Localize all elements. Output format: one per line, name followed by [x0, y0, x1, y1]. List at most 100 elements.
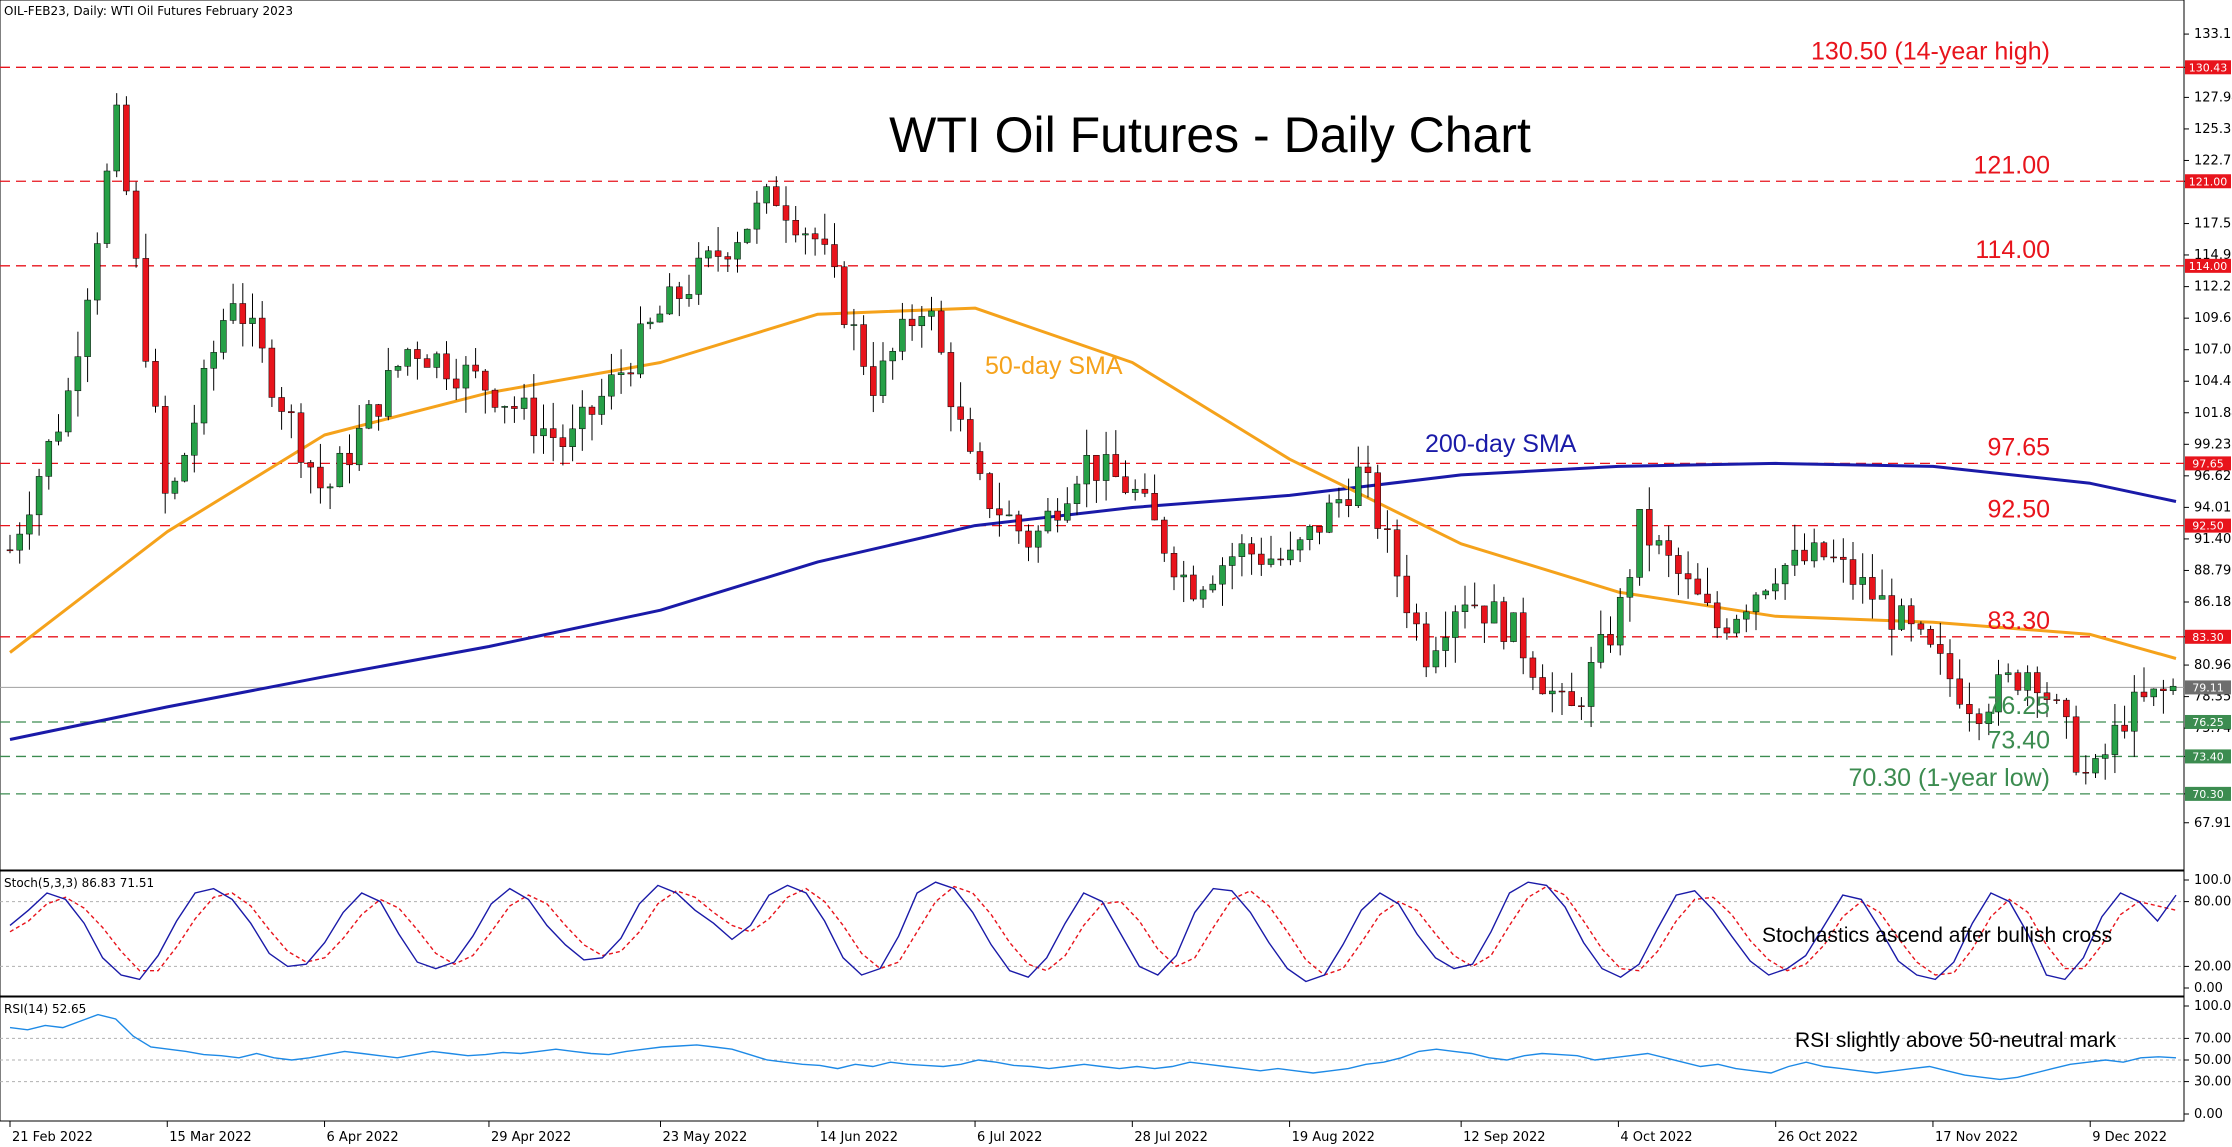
time-tick-label: 17 Nov 2022: [1935, 1130, 2018, 1145]
price-panel[interactable]: 133.18 130.43 127.94 125.33 122.72 121.00 117.…: [0, 0, 2232, 871]
rsi-panel-frame: [0, 996, 2185, 1122]
bear-candle: [530, 397, 538, 437]
bear-candle: [1112, 454, 1120, 477]
level-price-tag-text: 130.43: [2189, 61, 2228, 74]
level-price-tag: [2185, 786, 2231, 801]
bull-candle: [753, 202, 761, 230]
current-price-tag-text: 79.11: [2192, 681, 2224, 694]
bull-candle: [1587, 662, 1595, 707]
bear-candle: [1161, 519, 1168, 554]
time-tick-label: 28 Jul 2022: [1134, 1130, 1208, 1145]
bear-candle: [714, 250, 722, 257]
bull-candle: [1636, 509, 1643, 578]
stochastic-header: Stoch(5,3,3) 86.83 71.51: [4, 876, 154, 890]
bull-candle: [802, 233, 809, 236]
bull-candle: [1325, 502, 1333, 533]
price-tick-label: 80.96: [2194, 658, 2231, 673]
price-tick-label: 104.45: [2194, 374, 2232, 389]
stochastic-lines: [9, 881, 2177, 983]
rsi-tick-label: 50.00: [2194, 1053, 2231, 1068]
bull-candle: [1655, 540, 1663, 546]
level-labels: 130.50 (14-year high) 130.43 121.00 121.00 1…: [1811, 37, 2231, 801]
stochastic-panel-frame: [0, 870, 2185, 997]
time-tick-label: 6 Apr 2022: [327, 1130, 399, 1145]
level-price-tag: [2185, 258, 2231, 273]
bull-candle: [889, 351, 896, 362]
rsi-path: [9, 1013, 2177, 1081]
bear-candle: [1665, 540, 1672, 556]
bear-candle: [1170, 553, 1178, 578]
bear-candle: [1374, 472, 1381, 529]
stochastic-signal-path: [9, 885, 2177, 976]
level-price-tag-text: 73.40: [2192, 750, 2224, 763]
price-tick-label: 107.06: [2194, 343, 2232, 358]
rsi-tick-label: 0.00: [2194, 1107, 2223, 1122]
bear-candle: [414, 349, 421, 359]
stochastic-panel[interactable]: 100.00 80.00 20.00 0.00 Stoch(5,3,3) 86.83 …: [0, 870, 2232, 997]
bull-candle: [608, 374, 615, 397]
bull-candle: [1064, 503, 1071, 521]
level-price-tag-text: 70.30: [2192, 788, 2224, 801]
bull-candle: [433, 353, 441, 368]
level-label: 83.30: [1987, 607, 2050, 635]
bear-candle: [782, 205, 790, 221]
bull-candle: [1995, 674, 2002, 713]
bull-candle: [1442, 637, 1449, 651]
bull-candle: [1461, 604, 1469, 612]
bull-candle: [1219, 565, 1226, 585]
bull-candle: [501, 406, 508, 408]
rsi-tick-label: 70.00: [2194, 1031, 2231, 1046]
bull-candle: [404, 349, 411, 367]
bull-candle: [64, 390, 72, 433]
bull-candle: [55, 431, 62, 442]
bull-candle: [1355, 466, 1362, 506]
time-axis: 21 Feb 2022 15 Mar 2022 6 Apr 2022 29 Apr 2…: [9, 1121, 2167, 1145]
bear-candle: [773, 186, 780, 206]
bull-candle: [336, 452, 344, 488]
bull-candle: [365, 404, 373, 429]
price-tick-label: 86.18: [2194, 595, 2231, 610]
bear-candle: [2053, 699, 2060, 701]
bear-candle: [452, 378, 460, 389]
bull-candle: [1209, 583, 1217, 591]
stochastic-tick-label: 100.00: [2194, 873, 2232, 888]
time-tick-label: 9 Dec 2022: [2092, 1130, 2167, 1145]
price-tick-label: 94.01: [2194, 500, 2231, 515]
bull-candle: [1626, 577, 1634, 598]
bear-candle: [297, 412, 305, 463]
bear-candle: [482, 370, 489, 391]
bear-candle: [1849, 559, 1857, 585]
bull-candle: [734, 242, 741, 260]
bull-candle: [743, 228, 751, 243]
bear-candle: [258, 317, 266, 349]
bull-candle: [394, 366, 402, 371]
rsi-header: RSI(14) 52.65: [4, 1002, 86, 1016]
bear-candle: [724, 256, 732, 260]
bull-candle: [1287, 549, 1294, 561]
bear-candle: [1151, 493, 1158, 521]
bear-candle: [1956, 678, 1963, 705]
bull-candle: [705, 250, 712, 259]
level-label: 97.65: [1987, 433, 2050, 461]
bear-candle: [1704, 593, 1711, 604]
current-price-tag: [2185, 680, 2231, 695]
price-tick-label: 133.18: [2194, 27, 2232, 42]
sma50-label: 50-day SMA: [985, 352, 1123, 380]
bear-candle: [1830, 556, 1837, 559]
bull-candle: [210, 352, 217, 369]
bear-candle: [132, 190, 140, 259]
bull-candle: [249, 317, 256, 324]
bull-candle: [598, 395, 605, 415]
bear-candle: [1539, 677, 1546, 695]
price-tick-label: 112.28: [2194, 280, 2232, 295]
level-label: 92.50: [1987, 496, 2050, 524]
bull-candle: [1073, 483, 1081, 504]
bear-candle: [472, 364, 479, 372]
bear-candle: [2140, 691, 2148, 698]
bear-candle: [627, 372, 635, 375]
sma50-line: [9, 306, 2177, 660]
time-tick-label: 4 Oct 2022: [1620, 1130, 1692, 1145]
bull-candle: [1102, 454, 1110, 481]
stochastic-grid: [0, 901, 2184, 967]
